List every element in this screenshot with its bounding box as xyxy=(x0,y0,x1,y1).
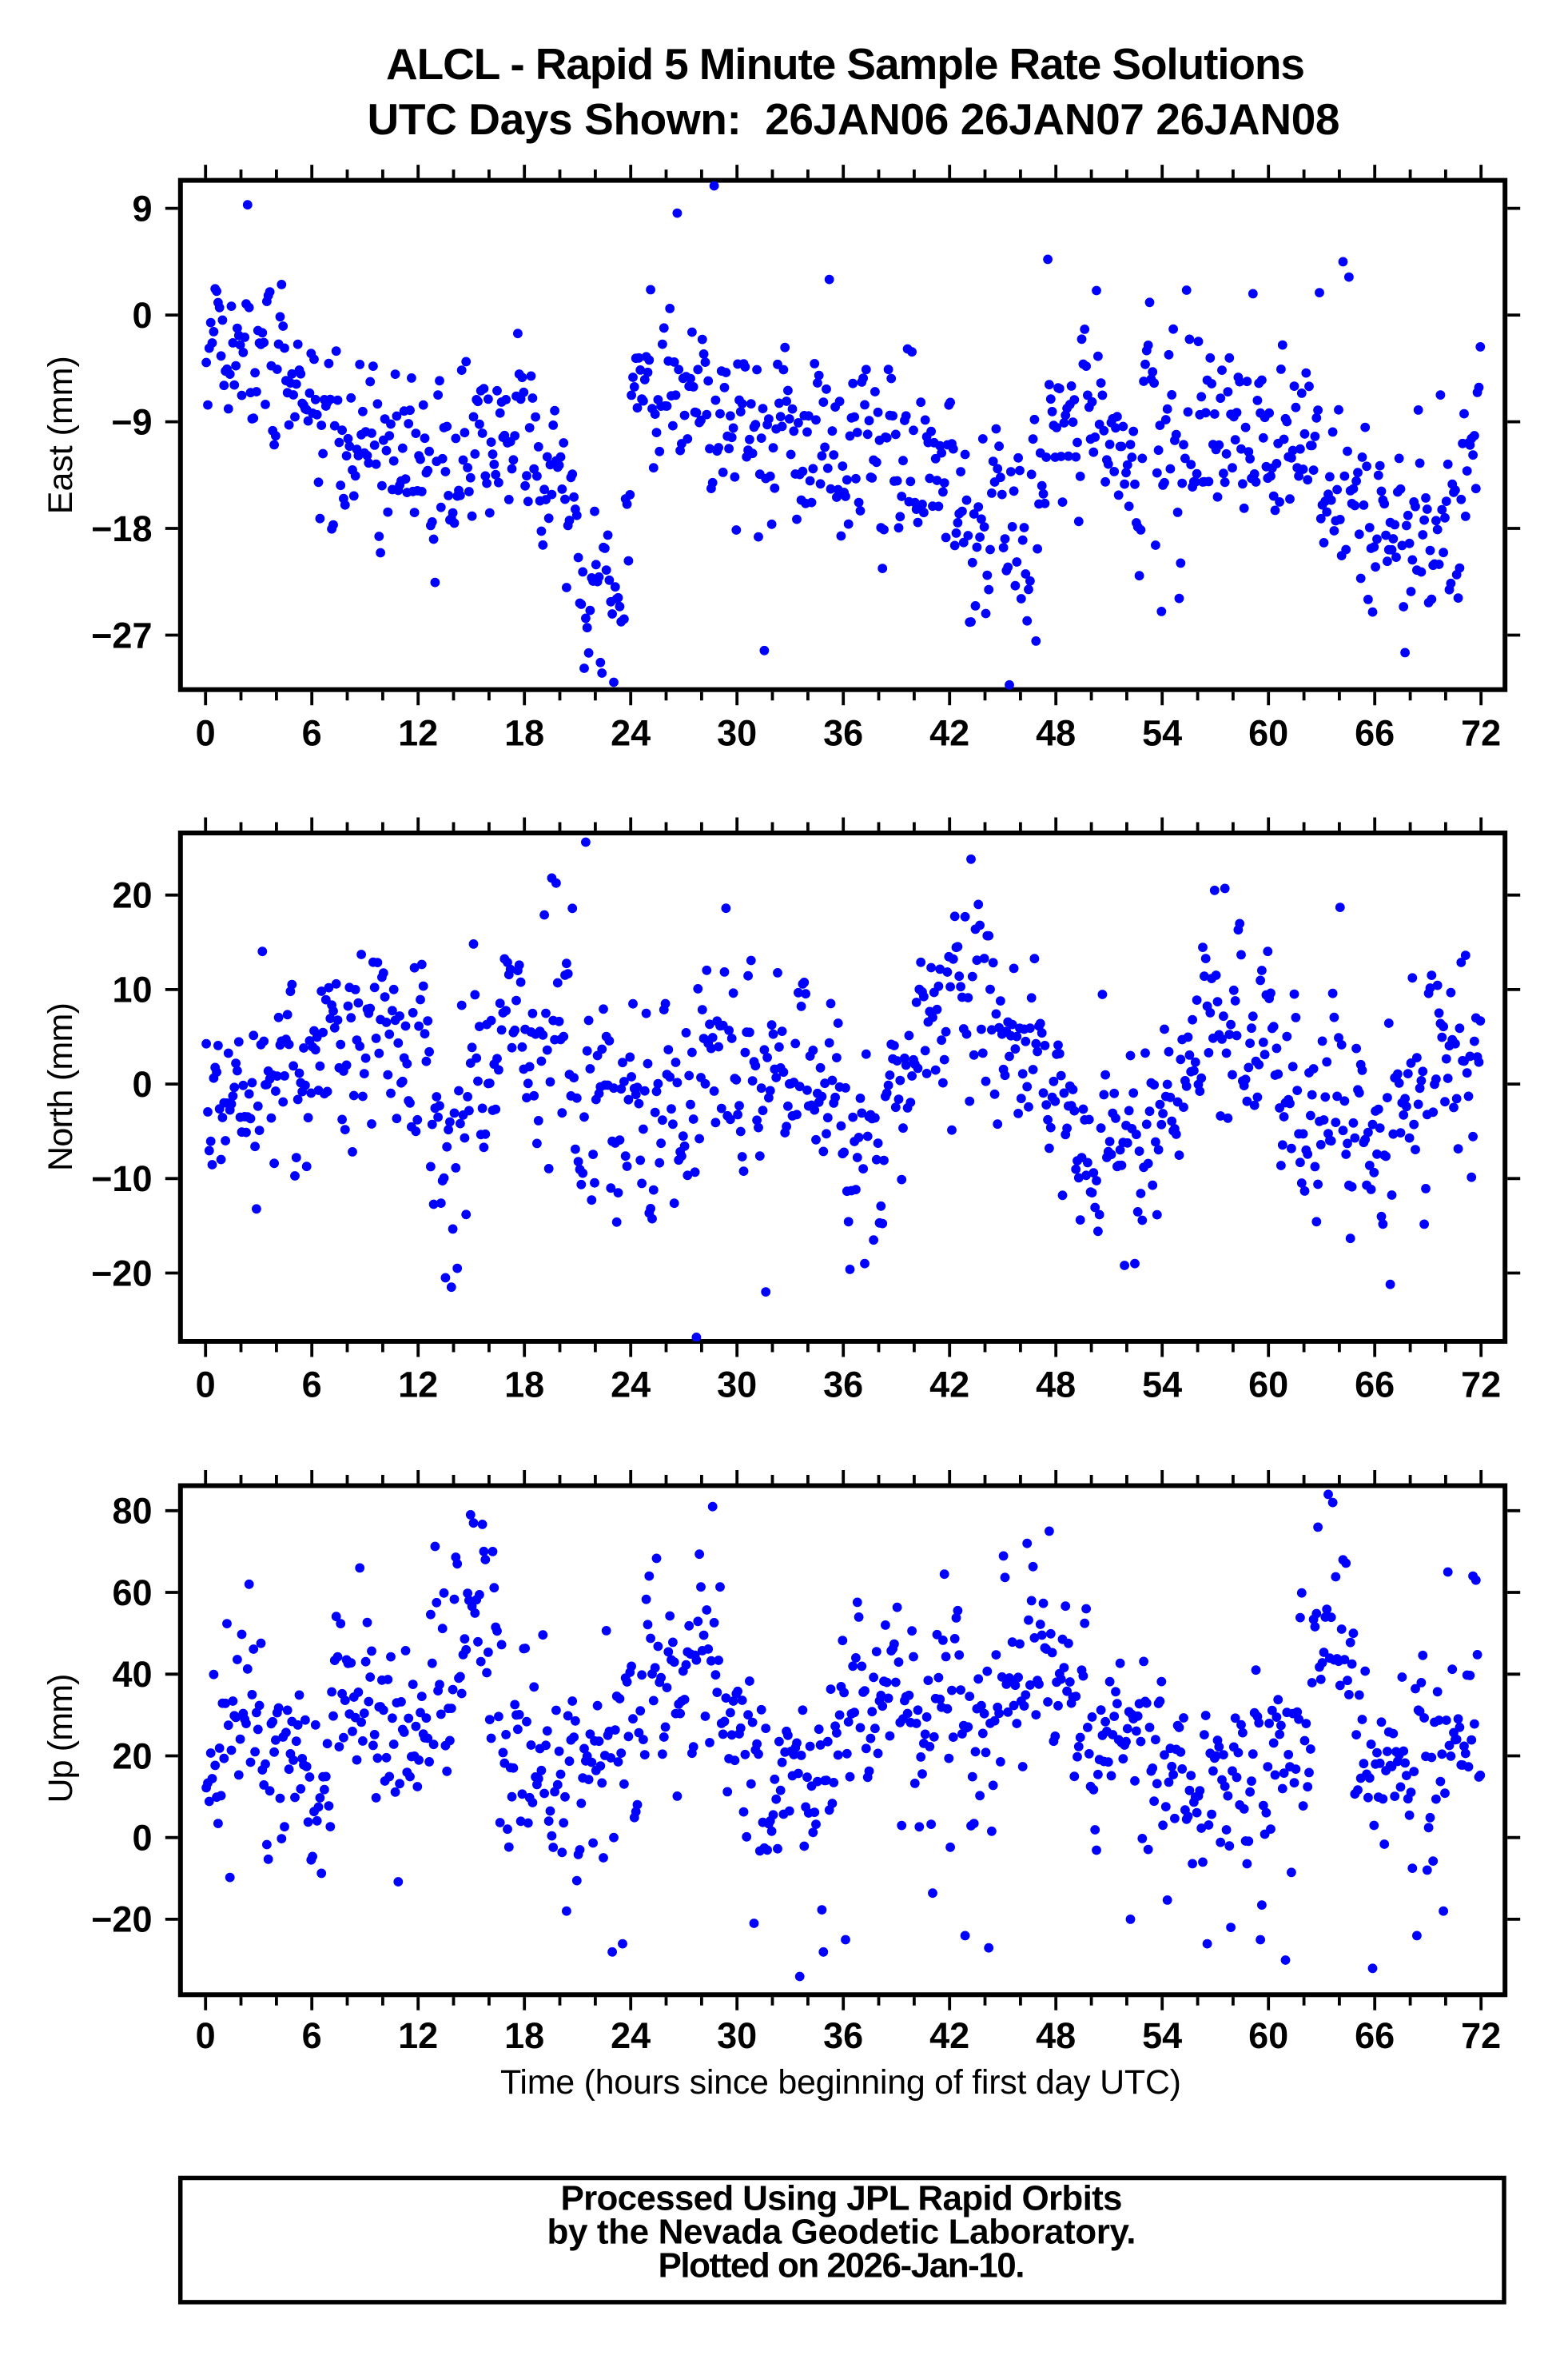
svg-text:60: 60 xyxy=(112,1572,152,1613)
svg-text:−27: −27 xyxy=(91,615,152,655)
svg-text:0: 0 xyxy=(132,1064,152,1105)
svg-text:66: 66 xyxy=(1355,712,1395,753)
svg-text:60: 60 xyxy=(1248,1364,1288,1405)
svg-text:0: 0 xyxy=(196,1364,216,1405)
svg-text:30: 30 xyxy=(717,2015,757,2056)
svg-text:12: 12 xyxy=(398,712,438,753)
svg-text:0: 0 xyxy=(196,712,216,753)
svg-text:24: 24 xyxy=(611,712,651,753)
svg-text:−20: −20 xyxy=(91,1899,152,1940)
svg-text:72: 72 xyxy=(1461,712,1501,753)
svg-text:20: 20 xyxy=(112,875,152,916)
svg-text:20: 20 xyxy=(112,1735,152,1776)
svg-text:24: 24 xyxy=(611,2015,651,2056)
svg-text:60: 60 xyxy=(1248,712,1288,753)
svg-text:18: 18 xyxy=(504,712,544,753)
svg-text:East (mm): East (mm) xyxy=(42,356,80,514)
svg-text:42: 42 xyxy=(929,1364,969,1405)
svg-text:66: 66 xyxy=(1355,1364,1395,1405)
svg-text:UTC Days Shown: 26JAN06 26JAN: UTC Days Shown: 26JAN06 26JAN07 26JAN08 xyxy=(368,94,1340,144)
svg-text:−9: −9 xyxy=(111,401,152,442)
svg-text:Processed Using JPL Rapid Orbi: Processed Using JPL Rapid Orbits xyxy=(561,2179,1123,2218)
svg-text:54: 54 xyxy=(1142,2015,1182,2056)
svg-text:66: 66 xyxy=(1355,2015,1395,2056)
svg-text:6: 6 xyxy=(302,1364,322,1405)
svg-text:36: 36 xyxy=(823,2015,863,2056)
svg-text:48: 48 xyxy=(1036,712,1076,753)
svg-text:24: 24 xyxy=(611,1364,651,1405)
svg-text:9: 9 xyxy=(132,188,152,229)
svg-text:6: 6 xyxy=(302,2015,322,2056)
svg-text:18: 18 xyxy=(504,1364,544,1405)
svg-text:72: 72 xyxy=(1461,2015,1501,2056)
svg-text:Plotted on 2026-Jan-10.: Plotted on 2026-Jan-10. xyxy=(659,2246,1025,2285)
svg-text:30: 30 xyxy=(717,1364,757,1405)
svg-text:−20: −20 xyxy=(91,1253,152,1293)
svg-text:48: 48 xyxy=(1036,1364,1076,1405)
svg-text:48: 48 xyxy=(1036,2015,1076,2056)
svg-text:54: 54 xyxy=(1142,712,1182,753)
svg-text:10: 10 xyxy=(112,970,152,1010)
svg-text:0: 0 xyxy=(132,1818,152,1859)
svg-text:36: 36 xyxy=(823,1364,863,1405)
svg-text:12: 12 xyxy=(398,1364,438,1405)
svg-text:36: 36 xyxy=(823,712,863,753)
svg-text:by the Nevada Geodetic Laborat: by the Nevada Geodetic Laboratory. xyxy=(547,2213,1136,2252)
svg-text:−18: −18 xyxy=(91,508,152,549)
svg-text:30: 30 xyxy=(717,712,757,753)
svg-text:−10: −10 xyxy=(91,1158,152,1199)
svg-text:40: 40 xyxy=(112,1654,152,1695)
svg-text:North (mm): North (mm) xyxy=(42,1002,80,1171)
svg-text:0: 0 xyxy=(196,2015,216,2056)
svg-text:ALCL - Rapid 5 Minute Sample R: ALCL - Rapid 5 Minute Sample Rate Soluti… xyxy=(386,39,1305,89)
svg-text:42: 42 xyxy=(929,2015,969,2056)
svg-text:80: 80 xyxy=(112,1491,152,1532)
svg-text:12: 12 xyxy=(398,2015,438,2056)
svg-text:72: 72 xyxy=(1461,1364,1501,1405)
svg-text:Up (mm): Up (mm) xyxy=(42,1674,80,1803)
svg-text:0: 0 xyxy=(132,295,152,336)
svg-text:54: 54 xyxy=(1142,1364,1182,1405)
svg-text:18: 18 xyxy=(504,2015,544,2056)
svg-text:60: 60 xyxy=(1248,2015,1288,2056)
svg-text:Time (hours since beginning of: Time (hours since beginning of first day… xyxy=(500,2063,1181,2102)
svg-text:42: 42 xyxy=(929,712,969,753)
svg-text:6: 6 xyxy=(302,712,322,753)
